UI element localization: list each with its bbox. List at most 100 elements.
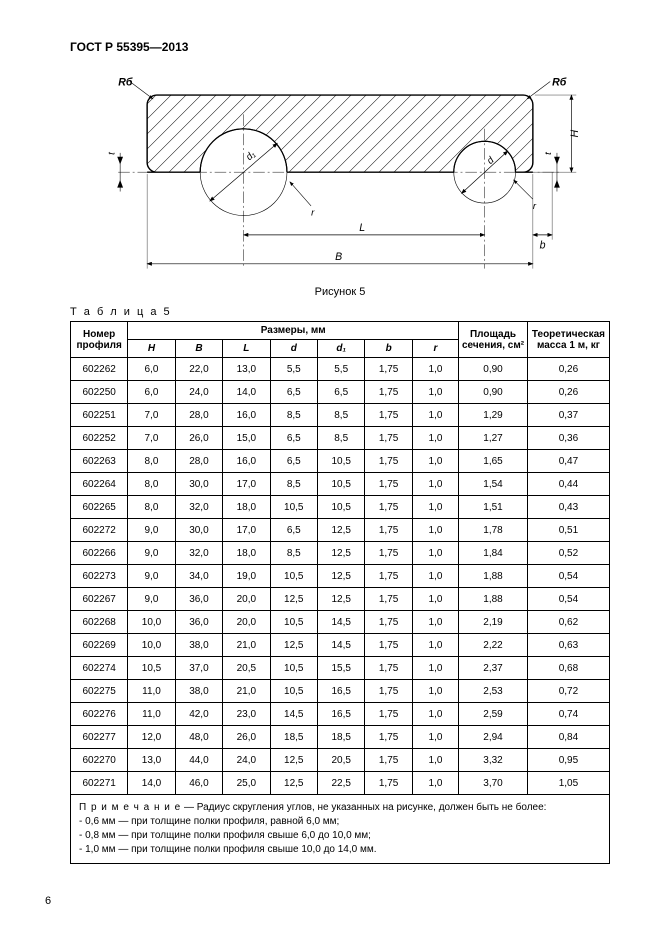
table-row: 6022648,030,017,08,510,51,751,01,540,44 — [71, 473, 610, 496]
table-cell: 1,0 — [412, 519, 458, 542]
table-cell: 12,5 — [317, 542, 364, 565]
table-row: 60227410,537,020,510,515,51,751,02,370,6… — [71, 657, 610, 680]
table-cell: 32,0 — [175, 496, 222, 519]
table-cell: 12,0 — [128, 726, 175, 749]
table-cell: 0,90 — [459, 381, 528, 404]
table-cell: 602271 — [71, 772, 128, 795]
table-cell: 8,0 — [128, 450, 175, 473]
table-cell: 602250 — [71, 381, 128, 404]
table-cell: 7,0 — [128, 427, 175, 450]
svg-text:H: H — [569, 129, 581, 137]
table-cell: 1,75 — [365, 358, 412, 381]
table-cell: 1,0 — [412, 404, 458, 427]
table-cell: 1,0 — [412, 749, 458, 772]
table-cell: 0,62 — [527, 611, 609, 634]
table-cell: 1,75 — [365, 588, 412, 611]
table-cell: 19,0 — [223, 565, 270, 588]
table-cell: 1,75 — [365, 772, 412, 795]
table-cell: 2,53 — [459, 680, 528, 703]
table-cell: 38,0 — [175, 634, 222, 657]
table-cell: 9,0 — [128, 542, 175, 565]
table-cell: 1,75 — [365, 749, 412, 772]
table-cell: 18,0 — [223, 542, 270, 565]
table-cell: 1,54 — [459, 473, 528, 496]
table-row: 6022669,032,018,08,512,51,751,01,840,52 — [71, 542, 610, 565]
header-col: d₁ — [317, 340, 364, 358]
table-cell: 1,75 — [365, 496, 412, 519]
table-cell: 12,5 — [317, 519, 364, 542]
svg-text:t: t — [543, 151, 554, 155]
standard-code: ГОСТ Р 55395—2013 — [70, 40, 610, 54]
table-cell: 1,75 — [365, 657, 412, 680]
table-cell: 1,0 — [412, 657, 458, 680]
table-row: 60227114,046,025,012,522,51,751,03,701,0… — [71, 772, 610, 795]
table-row: 6022517,028,016,08,58,51,751,01,290,37 — [71, 404, 610, 427]
svg-text:b: b — [540, 239, 546, 251]
table-cell: 8,5 — [270, 473, 317, 496]
table-cell: 11,0 — [128, 703, 175, 726]
table-row: 6022527,026,015,06,58,51,751,01,270,36 — [71, 427, 610, 450]
figure-5-drawing: Rб Rб L B b H t t d₁ d r r — [70, 72, 610, 282]
table-cell: 0,47 — [527, 450, 609, 473]
table-cell: 18,5 — [317, 726, 364, 749]
svg-text:t: t — [106, 151, 117, 155]
table-row: 6022638,028,016,06,510,51,751,01,650,47 — [71, 450, 610, 473]
table-cell: 9,0 — [128, 519, 175, 542]
header-dims: Размеры, мм — [128, 322, 459, 340]
table-cell: 1,0 — [412, 772, 458, 795]
table-cell: 602269 — [71, 634, 128, 657]
table-cell: 20,0 — [223, 611, 270, 634]
table-cell: 0,74 — [527, 703, 609, 726]
table-cell: 602266 — [71, 542, 128, 565]
table-cell: 14,0 — [128, 772, 175, 795]
table-cell: 0,72 — [527, 680, 609, 703]
table-cell: 0,51 — [527, 519, 609, 542]
table-cell: 10,5 — [270, 680, 317, 703]
table-cell: 602252 — [71, 427, 128, 450]
table-cell: 11,0 — [128, 680, 175, 703]
table-cell: 14,5 — [317, 634, 364, 657]
table-cell: 1,0 — [412, 634, 458, 657]
header-col: H — [128, 340, 175, 358]
figure-caption: Рисунок 5 — [70, 286, 610, 298]
page-number: 6 — [45, 895, 51, 907]
table-cell: 8,5 — [317, 427, 364, 450]
table-row: 60226810,036,020,010,514,51,751,02,190,6… — [71, 611, 610, 634]
table-cell: 10,0 — [128, 611, 175, 634]
table-row: 6022506,024,014,06,56,51,751,00,900,26 — [71, 381, 610, 404]
table-cell: 1,27 — [459, 427, 528, 450]
table-cell: 2,59 — [459, 703, 528, 726]
table-row: 6022658,032,018,010,510,51,751,01,510,43 — [71, 496, 610, 519]
table-cell: 1,88 — [459, 588, 528, 611]
table-cell: 6,0 — [128, 381, 175, 404]
table-row: 6022729,030,017,06,512,51,751,01,780,51 — [71, 519, 610, 542]
table-cell: 10,5 — [270, 657, 317, 680]
table-row: 60227511,038,021,010,516,51,751,02,530,7… — [71, 680, 610, 703]
table-cell: 0,63 — [527, 634, 609, 657]
table-cell: 24,0 — [175, 381, 222, 404]
table-cell: 1,75 — [365, 634, 412, 657]
table-cell: 10,5 — [270, 565, 317, 588]
table-cell: 23,0 — [223, 703, 270, 726]
table-cell: 602277 — [71, 726, 128, 749]
header-col: r — [412, 340, 458, 358]
table-cell: 17,0 — [223, 473, 270, 496]
table-cell: 0,84 — [527, 726, 609, 749]
table-cell: 46,0 — [175, 772, 222, 795]
table-cell: 1,29 — [459, 404, 528, 427]
table-cell: 1,75 — [365, 404, 412, 427]
table-cell: 602268 — [71, 611, 128, 634]
table-cell: 0,68 — [527, 657, 609, 680]
table-cell: 36,0 — [175, 611, 222, 634]
table-cell: 18,0 — [223, 496, 270, 519]
table-cell: 8,5 — [317, 404, 364, 427]
table-cell: 10,5 — [270, 496, 317, 519]
table-cell: 8,5 — [270, 542, 317, 565]
table-cell: 32,0 — [175, 542, 222, 565]
table-note-row: П р и м е ч а н и е — Радиус скругления … — [71, 795, 610, 864]
table-cell: 1,75 — [365, 519, 412, 542]
table-cell: 6,5 — [317, 381, 364, 404]
table-cell: 12,5 — [317, 588, 364, 611]
table-cell: 48,0 — [175, 726, 222, 749]
table-cell: 0,54 — [527, 565, 609, 588]
